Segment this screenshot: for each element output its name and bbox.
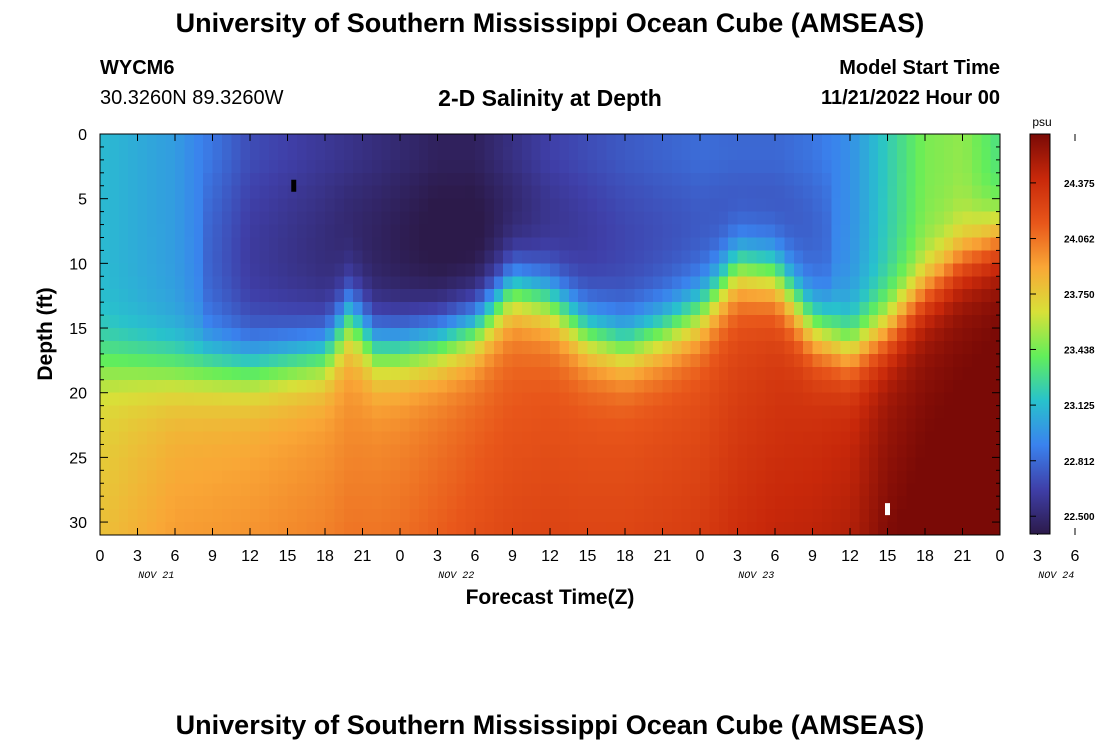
y-tick-label: 10 bbox=[69, 256, 87, 273]
colorbar-tick-label: 22.500 bbox=[1064, 512, 1095, 523]
day-label: NOV 24 bbox=[1038, 571, 1074, 582]
y-tick-label: 30 bbox=[69, 515, 87, 532]
x-tick-label: 18 bbox=[616, 548, 634, 565]
x-tick-label: 3 bbox=[1033, 548, 1042, 565]
salinity-heatmap bbox=[100, 134, 1000, 535]
x-tick-label: 6 bbox=[171, 548, 180, 565]
day-label: NOV 23 bbox=[738, 571, 774, 582]
x-tick-label: 21 bbox=[654, 548, 672, 565]
marker-1 bbox=[885, 503, 890, 516]
x-tick-label: 12 bbox=[841, 548, 859, 565]
x-axis: 0369121518210369121518210369121518210369… bbox=[96, 134, 1080, 582]
x-tick-label: 21 bbox=[354, 548, 372, 565]
colorbar-tick-label: 23.438 bbox=[1064, 345, 1095, 356]
x-tick-label: 0 bbox=[96, 548, 105, 565]
model-start-value: 11/21/2022 Hour 00 bbox=[820, 87, 1000, 109]
x-tick-label: 0 bbox=[996, 548, 1005, 565]
x-tick-label: 3 bbox=[433, 548, 442, 565]
x-tick-label: 12 bbox=[241, 548, 259, 565]
colorbar-tick-label: 23.750 bbox=[1064, 290, 1095, 301]
x-tick-label: 6 bbox=[1071, 548, 1080, 565]
salinity-chart: 0369121518210369121518210369121518210369… bbox=[34, 115, 1095, 609]
colorbar bbox=[1029, 133, 1051, 535]
markers-layer bbox=[291, 179, 890, 516]
y-tick-label: 0 bbox=[78, 127, 87, 144]
y-axis-label: Depth (ft) bbox=[34, 287, 57, 380]
x-tick-label: 9 bbox=[808, 548, 817, 565]
day-label: NOV 21 bbox=[138, 571, 174, 582]
x-tick-label: 0 bbox=[696, 548, 705, 565]
page-title: University of Southern Mississippi Ocean… bbox=[175, 8, 925, 38]
x-tick-label: 9 bbox=[508, 548, 517, 565]
colorbar-tick-label: 24.062 bbox=[1064, 235, 1095, 246]
y-tick-label: 5 bbox=[78, 192, 87, 209]
x-tick-label: 15 bbox=[579, 548, 597, 565]
chart-title: 2-D Salinity at Depth bbox=[438, 85, 662, 111]
x-tick-label: 15 bbox=[879, 548, 897, 565]
colorbar-ticks: 24.375 24.062 23.750 23.438 23.125 22.812 22.5… bbox=[1030, 179, 1095, 523]
station-coordinates: 30.3260N 89.3260W bbox=[100, 87, 284, 109]
x-tick-label: 6 bbox=[471, 548, 480, 565]
y-tick-label: 20 bbox=[69, 386, 87, 403]
x-tick-label: 12 bbox=[541, 548, 559, 565]
y-tick-label: 25 bbox=[69, 450, 87, 467]
colorbar-unit: psu bbox=[1032, 115, 1051, 129]
colorbar-tick-label: 22.812 bbox=[1064, 457, 1095, 468]
y-tick-label: 15 bbox=[69, 321, 87, 338]
y-axis: 0 5 10 15 20 25 30 bbox=[69, 127, 1000, 536]
x-tick-label: 3 bbox=[733, 548, 742, 565]
x-tick-label: 21 bbox=[954, 548, 972, 565]
footer-title: University of Southern Mississippi Ocean… bbox=[175, 710, 925, 740]
day-label: NOV 22 bbox=[438, 571, 474, 582]
x-tick-label: 6 bbox=[771, 548, 780, 565]
x-tick-label: 15 bbox=[279, 548, 297, 565]
x-tick-label: 3 bbox=[133, 548, 142, 565]
x-tick-label: 0 bbox=[396, 548, 405, 565]
x-tick-label: 9 bbox=[208, 548, 217, 565]
x-axis-label: Forecast Time(Z) bbox=[466, 586, 635, 609]
model-start-label: Model Start Time bbox=[839, 57, 1000, 79]
colorbar-tick-label: 24.375 bbox=[1064, 179, 1095, 190]
x-tick-label: 18 bbox=[916, 548, 934, 565]
colorbar-tick-label: 23.125 bbox=[1064, 401, 1095, 412]
marker-0 bbox=[291, 179, 297, 192]
station-id: WYCM6 bbox=[100, 57, 175, 79]
x-tick-label: 18 bbox=[316, 548, 334, 565]
